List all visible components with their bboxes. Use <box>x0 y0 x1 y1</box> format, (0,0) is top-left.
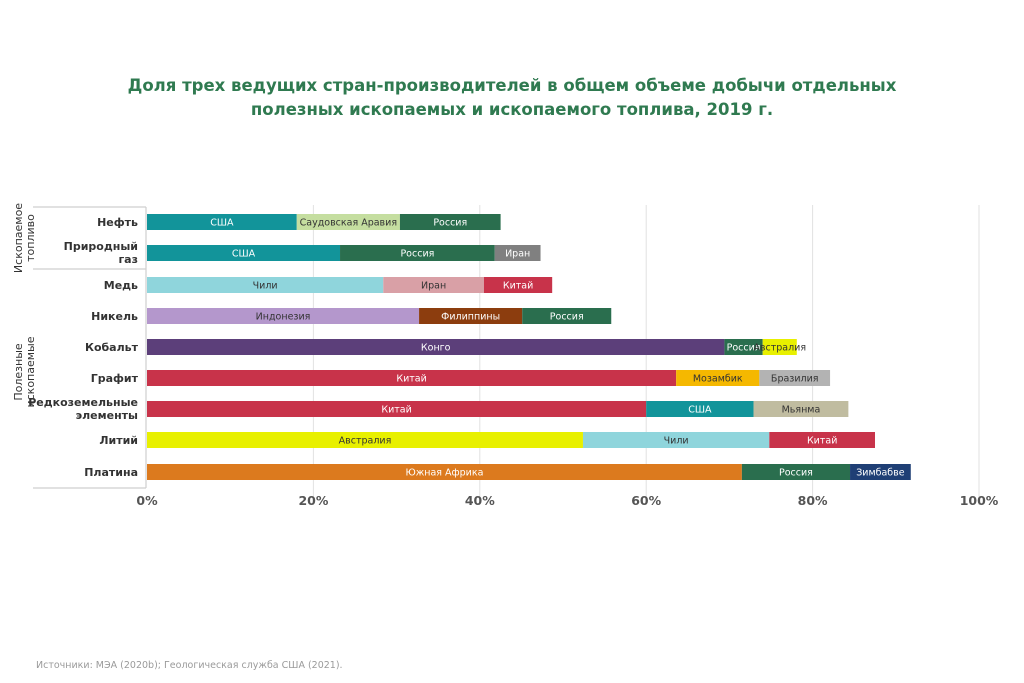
bar-segment <box>483 277 553 293</box>
segment-label: Чили <box>664 436 689 447</box>
group-label: Полезныеископаемые <box>12 336 37 407</box>
segment-label: США <box>210 218 234 229</box>
segment-label: Австралия <box>753 343 806 354</box>
chart-title: Доля трех ведущих стран-производителей в… <box>0 74 1024 122</box>
bar-segment <box>147 432 583 448</box>
bar-segment <box>147 464 742 480</box>
bar-segment <box>147 401 647 417</box>
bar-segment <box>724 339 763 355</box>
segment-label: Южная Африка <box>405 468 483 479</box>
bar-segment <box>582 432 770 448</box>
segment-label: Австралия <box>339 436 392 447</box>
segment-label: Индонезия <box>256 312 311 323</box>
group-label: Ископаемоетопливо <box>12 203 37 273</box>
category-label: элементы <box>76 409 138 422</box>
category-label: Платина <box>84 466 138 479</box>
x-tick-label: 0% <box>136 493 158 508</box>
category-label: Литий <box>99 434 138 447</box>
segment-label: Иран <box>505 249 530 260</box>
x-tick-label: 20% <box>298 493 328 508</box>
segment-label: Россия <box>400 249 434 260</box>
chart-title-line-2: полезных ископаемых и ископаемого топлив… <box>250 100 774 119</box>
bar-segment <box>147 214 297 230</box>
bar-segment <box>419 308 523 324</box>
category-label: Медь <box>104 279 138 292</box>
segment-label: Китай <box>503 281 533 292</box>
segment-label: Саудовская Аравия <box>300 218 397 229</box>
bar-segment <box>296 214 400 230</box>
segment-label: Китай <box>396 374 426 385</box>
category-label: Никель <box>91 310 138 323</box>
x-tick-label: 60% <box>631 493 661 508</box>
segment-label: Иран <box>421 281 446 292</box>
bar-segment <box>383 277 484 293</box>
segment-label: Конго <box>421 343 451 354</box>
segment-label: США <box>688 405 712 416</box>
segment-label: Россия <box>727 343 761 354</box>
segment-label: Чили <box>253 281 278 292</box>
segment-label: Россия <box>433 218 467 229</box>
category-label: Редкоземельные <box>28 396 138 409</box>
x-tick-label: 80% <box>798 493 828 508</box>
category-label: Нефть <box>97 216 138 229</box>
segment-label: Китай <box>381 405 411 416</box>
bar-segment <box>399 214 501 230</box>
bar-segment <box>850 464 911 480</box>
chart-title-line-1: Доля трех ведущих стран-производителей в… <box>127 76 897 95</box>
bar-segment <box>522 308 612 324</box>
category-label: газ <box>118 253 138 266</box>
bar-segment <box>494 245 541 261</box>
bar-segment <box>340 245 495 261</box>
bar-segment <box>769 432 875 448</box>
category-label: Кобальт <box>85 341 139 354</box>
bar-segment <box>646 401 754 417</box>
bar-segment <box>759 370 831 386</box>
category-label: Графит <box>91 372 139 385</box>
segment-label: Мозамбик <box>693 374 743 385</box>
bar-segment <box>753 401 849 417</box>
source-note: Источники: МЭА (2020b); Геологическая сл… <box>36 660 343 671</box>
bar-segment <box>147 370 677 386</box>
segment-label: Китай <box>807 436 837 447</box>
segment-label: Россия <box>550 312 584 323</box>
bar-segment <box>147 339 725 355</box>
bar-segment <box>762 339 797 355</box>
bar-segment <box>676 370 760 386</box>
category-label: Природный <box>64 240 138 253</box>
bar-segment <box>147 245 341 261</box>
bar-segment <box>741 464 851 480</box>
segment-label: Филиппины <box>441 312 500 323</box>
segment-label: США <box>232 249 256 260</box>
bar-segment <box>147 277 384 293</box>
segment-label: Россия <box>779 468 813 479</box>
bar-segment <box>147 308 420 324</box>
segment-label: Мьянма <box>782 405 821 416</box>
segment-label: Бразилия <box>771 374 819 385</box>
segment-label: Зимбабве <box>856 468 905 479</box>
x-tick-label: 100% <box>960 493 999 508</box>
x-tick-label: 40% <box>465 493 495 508</box>
